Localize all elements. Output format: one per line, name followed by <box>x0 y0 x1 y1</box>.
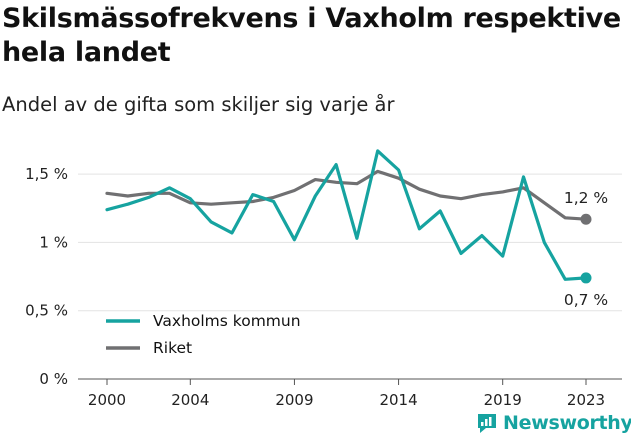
endpoint-riket <box>580 213 592 225</box>
x-tick-label: 2009 <box>275 391 313 409</box>
newsworthy-brand: Newsworthy <box>476 411 631 435</box>
series-lines <box>105 149 592 284</box>
x-tick-label: 2023 <box>567 391 605 409</box>
grid-lines <box>78 173 622 312</box>
y-tick-label: 0,5 % <box>25 302 68 320</box>
legend-label: Riket <box>153 339 192 357</box>
series-line-vaxholm <box>105 149 588 281</box>
series-line-riket <box>105 169 588 221</box>
x-tick-label: 2019 <box>484 391 522 409</box>
chart-subtitle: Andel av de gifta som skiljer sig varje … <box>2 93 395 116</box>
end-label-vaxholm: 0,7 % <box>564 291 608 309</box>
chart-title: Skilsmässofrekvens i Vaxholm respektive … <box>2 3 621 68</box>
endpoint-vaxholm <box>580 272 592 284</box>
brand-name: Newsworthy <box>503 412 631 434</box>
x-tick-label: 2014 <box>379 391 417 409</box>
y-tick-label: 1,5 % <box>25 165 68 183</box>
newsworthy-logo-icon <box>478 414 496 433</box>
end-label-riket: 1,2 % <box>564 189 608 207</box>
y-tick-label: 0 % <box>39 370 68 388</box>
legend-label: Vaxholms kommun <box>153 312 301 330</box>
end-labels: 0,7 % 1,2 % <box>564 189 608 309</box>
x-tick-label: 2004 <box>171 391 209 409</box>
axes: 0 % 0,5 % 1 % 1,5 % 2000 2004 2009 2014 2019 2023 <box>25 165 622 409</box>
x-tick-label: 2000 <box>88 391 126 409</box>
y-tick-label: 1 % <box>39 233 68 251</box>
legend: Vaxholms kommun Riket <box>106 312 301 357</box>
